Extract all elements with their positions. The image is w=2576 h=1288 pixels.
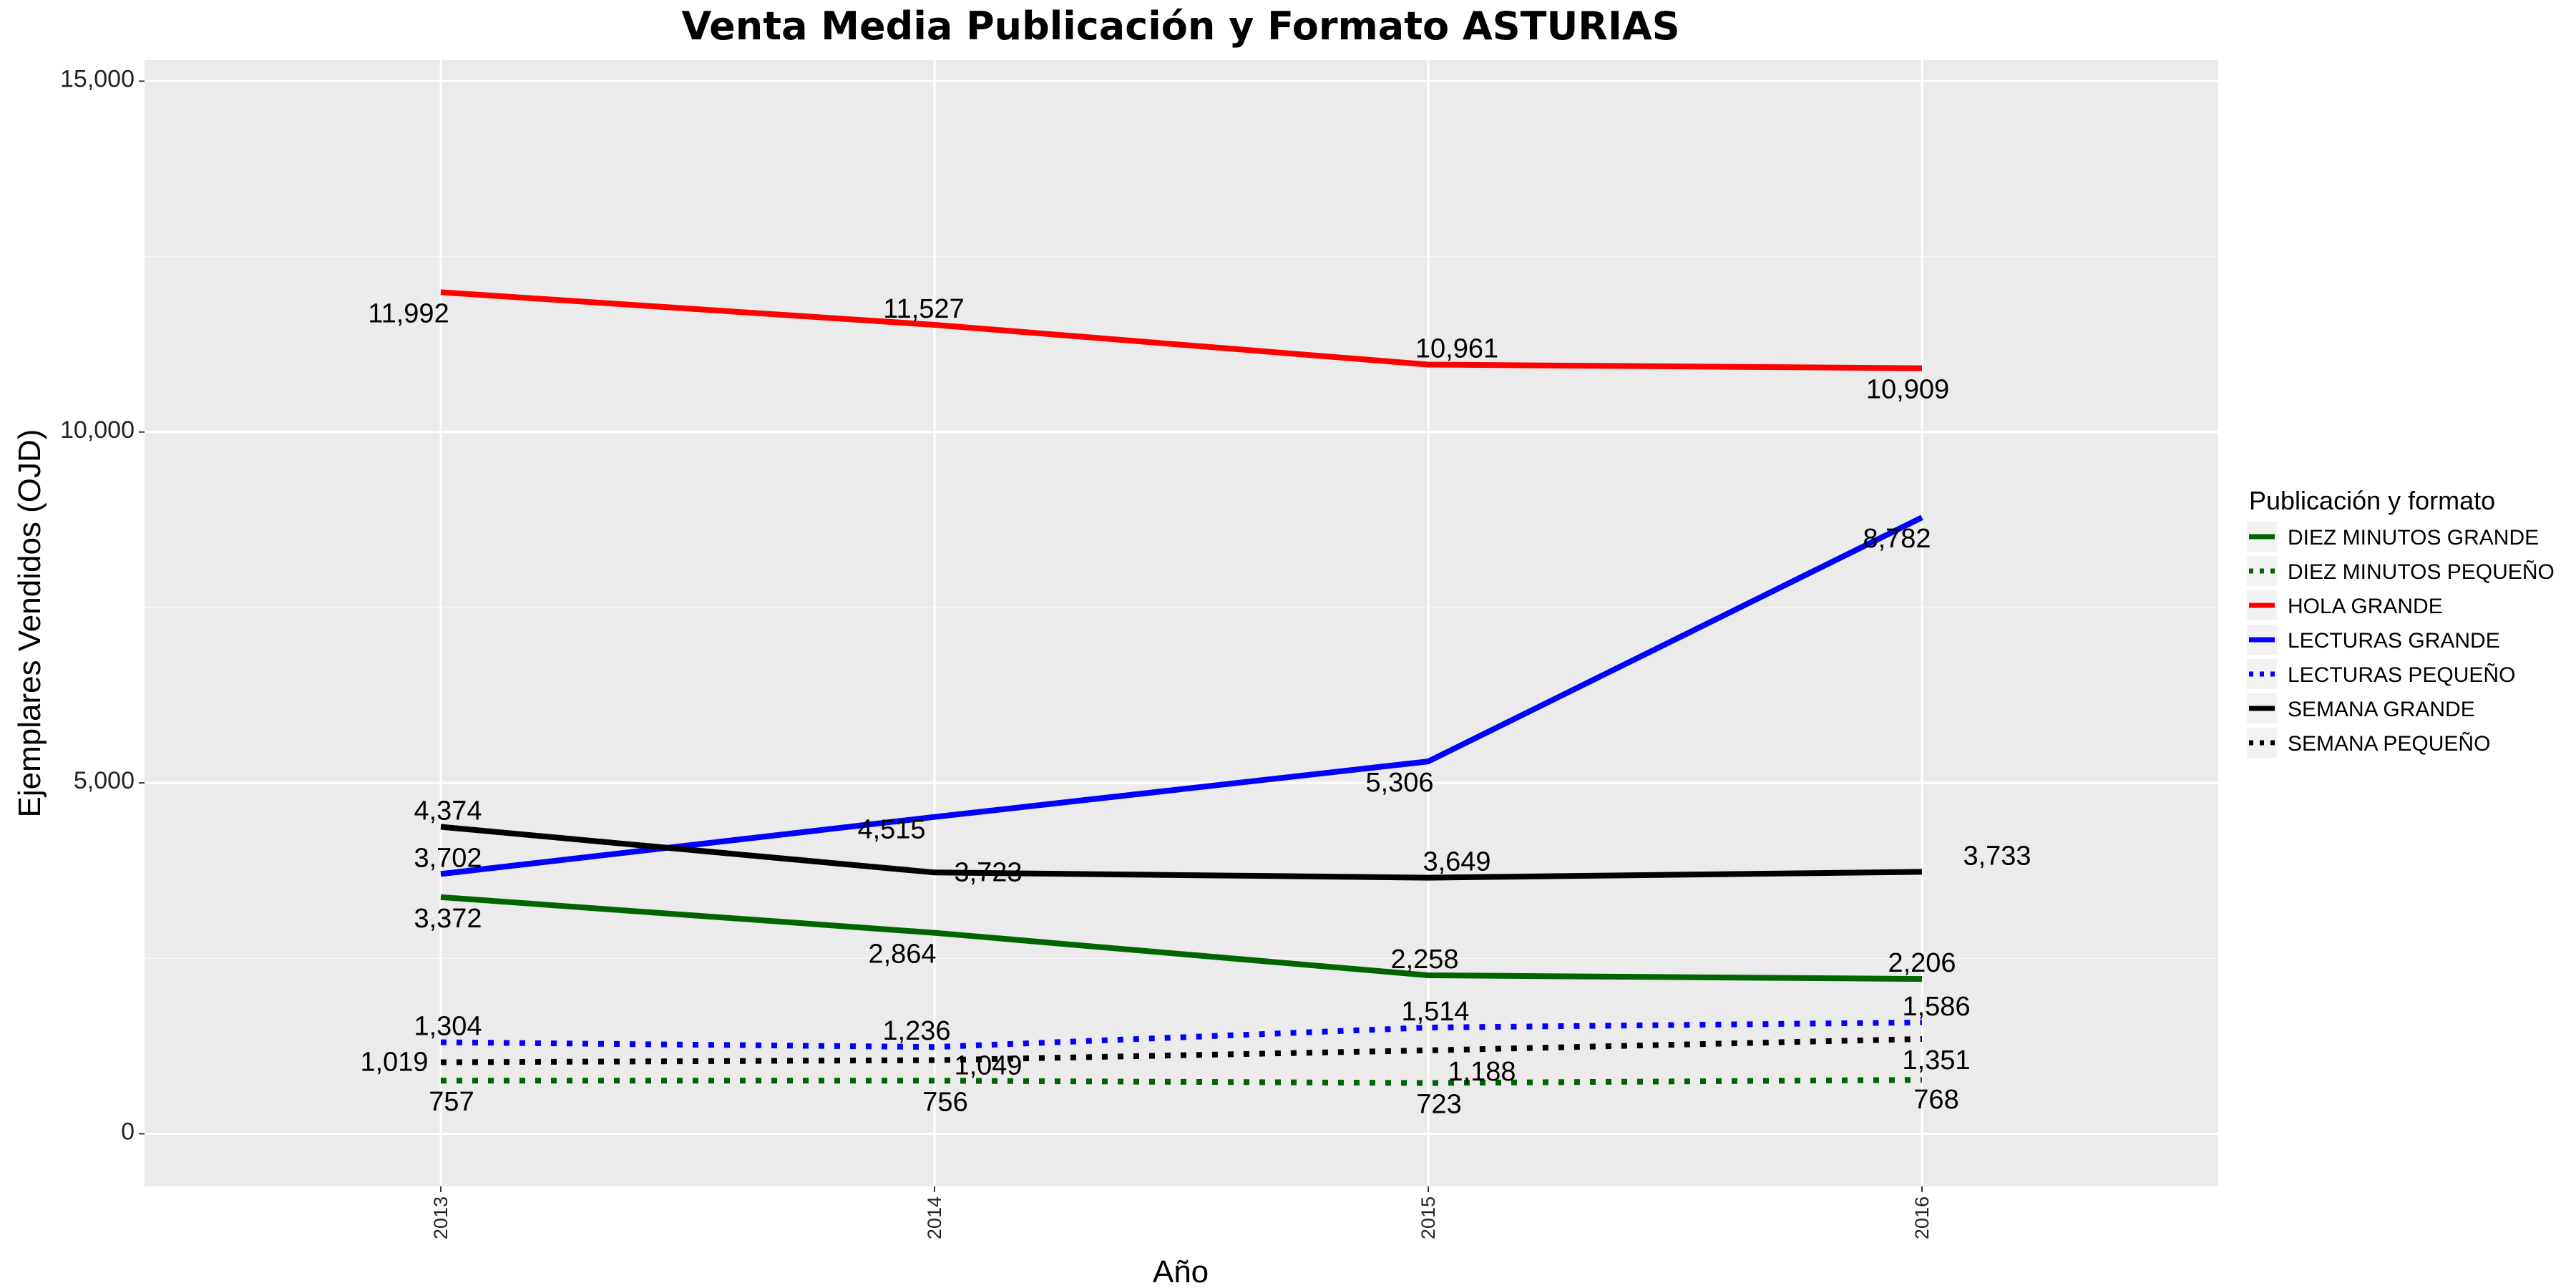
x-tick-label: 2013: [430, 1196, 452, 1239]
legend-title: Publicación y formato: [2249, 486, 2495, 515]
series-lines: [440, 289, 1923, 1086]
data-label: 4,515: [857, 815, 925, 845]
x-axis-title: Año: [1153, 1254, 1209, 1288]
axes: 0 5,000 10,000 15,000 2013 2014 2015 2016: [60, 65, 1933, 1239]
data-label: 11,992: [368, 298, 449, 328]
legend-label: DIEZ MINUTOS GRANDE: [2288, 526, 2539, 550]
series-line-2: [440, 289, 1923, 371]
data-label: 4,374: [414, 796, 482, 826]
data-label: 3,702: [414, 843, 482, 873]
y-tick-label: 10,000: [60, 416, 135, 444]
series-line-3: [440, 514, 1923, 877]
data-label: 2,258: [1390, 945, 1458, 975]
data-label: 1,019: [360, 1048, 428, 1078]
data-label: 8,782: [1863, 524, 1931, 554]
legend-label: LECTURAS GRANDE: [2288, 629, 2500, 653]
data-label: 3,372: [414, 904, 482, 934]
y-tick-label: 5,000: [74, 767, 135, 794]
data-label: 756: [922, 1087, 967, 1117]
data-label: 3,723: [954, 857, 1022, 887]
data-label: 10,909: [1866, 375, 1949, 405]
x-tick-label: 2016: [1911, 1196, 1933, 1239]
data-label: 2,864: [868, 940, 936, 970]
data-label: 1,188: [1448, 1057, 1516, 1087]
series-line-6: [440, 1036, 1923, 1065]
data-label: 1,514: [1401, 997, 1469, 1027]
data-label: 3,649: [1423, 847, 1491, 877]
data-label: 3,733: [1963, 841, 2031, 871]
data-label: 1,586: [1902, 992, 1970, 1022]
series-line-0: [440, 894, 1923, 982]
data-label: 1,236: [882, 1016, 950, 1046]
data-label: 5,306: [1365, 768, 1433, 798]
data-label: 10,961: [1415, 334, 1498, 364]
y-tick-label: 15,000: [60, 65, 135, 92]
plot-panel: [145, 60, 2218, 1186]
legend-label: LECTURAS PEQUEÑO: [2288, 663, 2515, 687]
x-tick-label: 2015: [1418, 1196, 1439, 1239]
data-labels: 3,372 2,864 2,258 2,206 757 756 723 768 11,992 11…: [360, 294, 2031, 1120]
data-label: 11,527: [883, 294, 964, 324]
grid-lines: [145, 60, 2218, 1186]
data-label: 1,304: [414, 1012, 482, 1042]
data-label: 2,206: [1888, 948, 1956, 978]
y-tick-label: 0: [121, 1118, 135, 1145]
y-axis-title: Ejemplares Vendidos (OJD): [12, 429, 47, 818]
legend-label: DIEZ MINUTOS PEQUEÑO: [2288, 560, 2555, 584]
legend-label: SEMANA GRANDE: [2288, 698, 2475, 721]
chart-title: Venta Media Publicación y Formato ASTURI…: [681, 4, 1679, 49]
legend-label: HOLA GRANDE: [2288, 595, 2443, 618]
series-line-5: [440, 824, 1923, 881]
x-tick-label: 2014: [924, 1196, 945, 1239]
data-label: 723: [1416, 1090, 1461, 1120]
legend-label: SEMANA PEQUEÑO: [2288, 731, 2490, 756]
series-line-4: [440, 1019, 1923, 1050]
data-label: 757: [429, 1087, 474, 1117]
data-label: 1,351: [1902, 1045, 1970, 1075]
data-label: 1,049: [954, 1051, 1022, 1081]
series-line-1: [440, 1077, 1923, 1086]
data-label: 768: [1913, 1085, 1958, 1115]
legend: Publicación y formato DIEZ MINUTOS GRAND…: [2247, 486, 2555, 758]
